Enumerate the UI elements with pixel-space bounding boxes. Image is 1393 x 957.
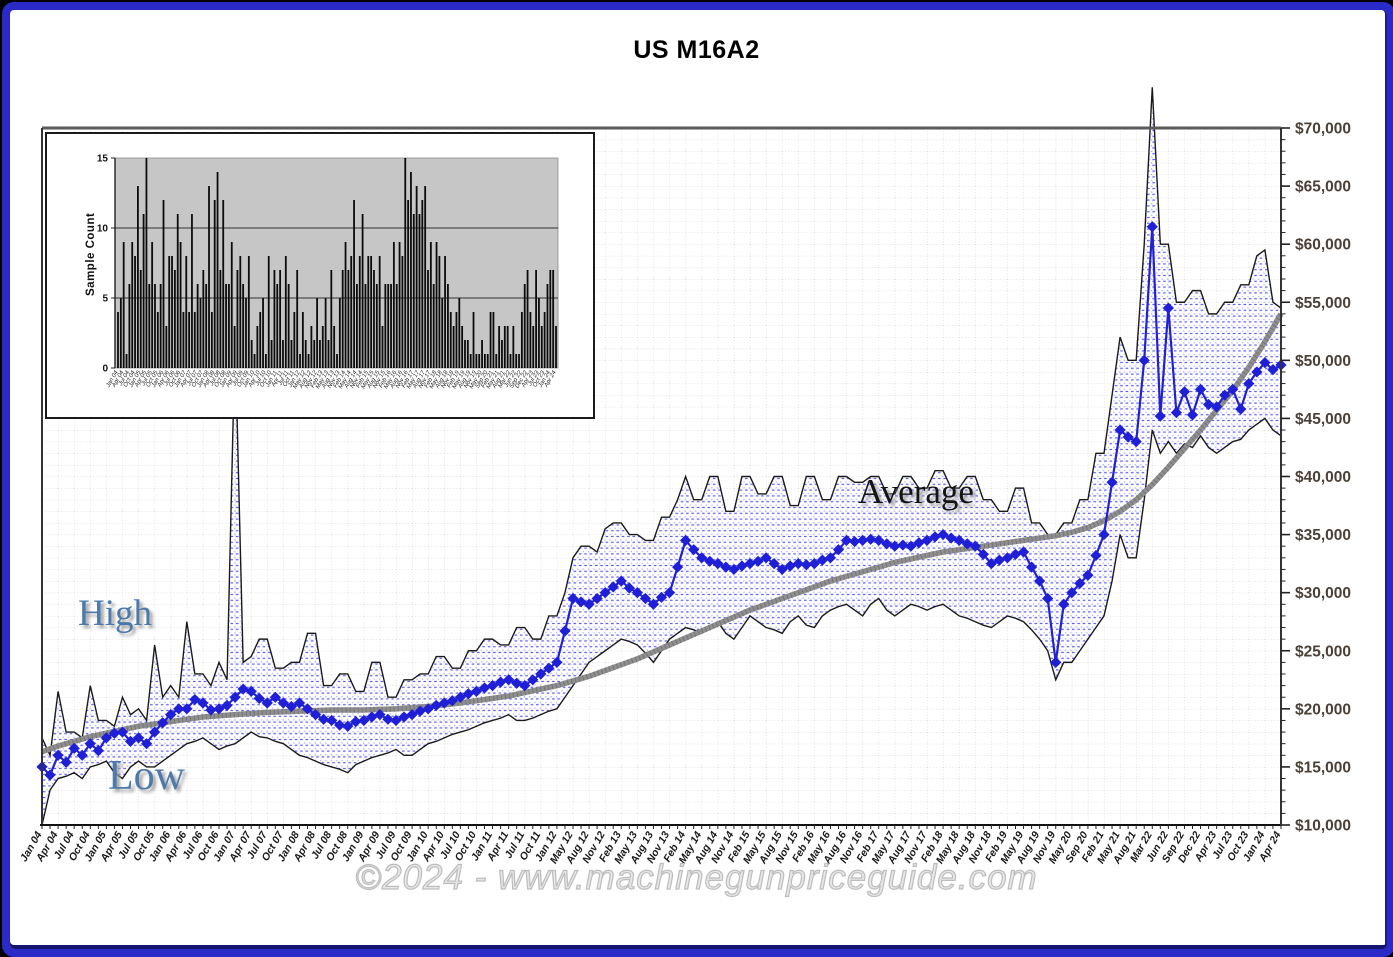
svg-text:$50,000: $50,000 [1295,353,1351,370]
price-band [42,87,1281,825]
low-series-label: Low [108,753,185,799]
svg-text:$40,000: $40,000 [1295,469,1351,486]
average-markers [36,221,1287,781]
y-tick-labels: $70,000 $65,000 $60,000 $55,000 $50,000 $45,0… [1295,121,1351,835]
trend-line [41,312,1284,755]
svg-text:$35,000: $35,000 [1295,527,1351,544]
svg-text:$20,000: $20,000 [1295,701,1351,718]
svg-text:$55,000: $55,000 [1295,295,1351,312]
y-axis [1280,127,1290,826]
svg-text:10: 10 [97,224,109,235]
page-title: US M16A2 [633,36,760,64]
inset-ylabel: Sample Count [85,213,97,296]
inset-bars [117,158,557,368]
watermark: ©2024 - www.machinegunpriceguide.com [355,857,1038,897]
plot-border [41,126,1281,825]
high-series-label: High [78,593,152,634]
svg-text:$45,000: $45,000 [1295,411,1351,428]
svg-text:0: 0 [102,364,108,375]
svg-text:$30,000: $30,000 [1295,585,1351,602]
svg-text:$10,000: $10,000 [1295,818,1351,835]
high-line [41,87,1282,758]
svg-text:$70,000: $70,000 [1295,121,1351,138]
average-series-label: Average [858,472,974,511]
svg-text:$25,000: $25,000 [1295,643,1351,660]
x-axis [40,824,1282,829]
svg-text:$60,000: $60,000 [1295,237,1351,254]
svg-text:15: 15 [97,154,109,165]
svg-text:$15,000: $15,000 [1295,759,1351,776]
svg-text:5: 5 [102,294,108,305]
inset-y-labels: 0 5 10 15 [97,154,115,375]
svg-text:$65,000: $65,000 [1295,179,1351,196]
